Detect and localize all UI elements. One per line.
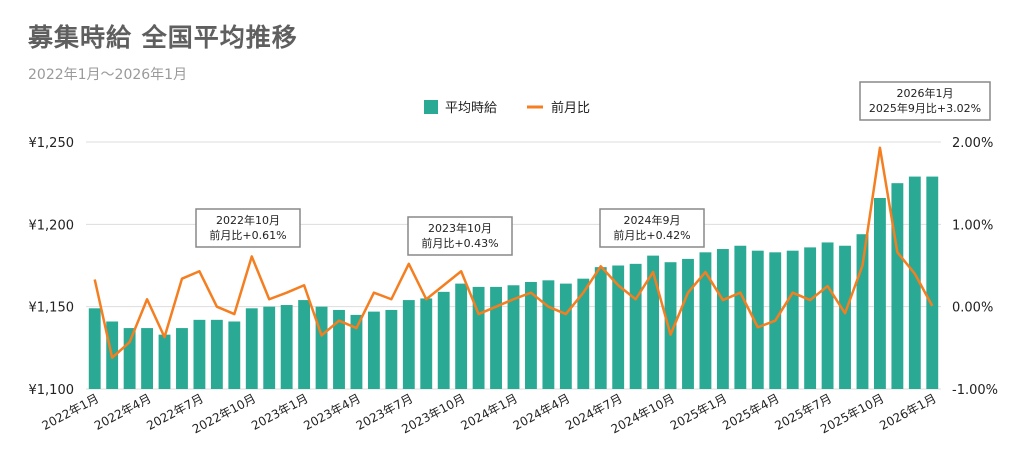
left-tick-label: ¥1,250 [29, 136, 75, 151]
x-tick-label: 2024年1月 [458, 391, 519, 433]
bar [751, 250, 764, 389]
bar [682, 258, 694, 389]
bar [664, 262, 677, 389]
bar [158, 334, 171, 389]
bar [315, 306, 328, 389]
bar [612, 265, 625, 389]
bar [647, 255, 660, 389]
annotation-box [599, 208, 705, 248]
bar [280, 305, 293, 389]
right-axis: -1.00% 0.00% 1.00% 2.00% [952, 136, 998, 398]
bar [699, 252, 712, 389]
bar [88, 308, 101, 389]
annotation-label: 前月比+0.43% [421, 236, 498, 250]
bar [228, 321, 241, 389]
chart-title: 募集時給 全国平均推移 [28, 23, 298, 52]
bar [734, 245, 747, 389]
bar [873, 197, 886, 389]
bar [193, 319, 206, 389]
right-tick-label: 2.00% [952, 136, 993, 151]
x-tick-label: 2025年4月 [720, 391, 781, 433]
left-tick-label: ¥1,150 [29, 301, 75, 316]
bar [141, 328, 154, 389]
left-tick-label: ¥1,200 [29, 218, 75, 233]
x-tick-label: 2024年4月 [511, 391, 572, 433]
bar [856, 234, 869, 389]
bar [350, 314, 363, 389]
bar [839, 245, 851, 389]
annotation-label: 2023年10月 [428, 221, 492, 235]
bar [525, 281, 537, 389]
annotation-box [407, 216, 513, 256]
right-tick-label: 1.00% [952, 218, 993, 233]
line-series [93, 146, 934, 359]
bar [333, 309, 345, 389]
x-tick-label: 2023年1月 [249, 391, 310, 433]
bar [821, 242, 834, 389]
left-tick-label: ¥1,100 [29, 383, 75, 398]
x-tick-label: 2025年1月 [668, 391, 729, 433]
x-tick-label: 2026年1月 [877, 391, 938, 433]
bar [298, 300, 311, 389]
annotation-label: 2025年9月比+3.02% [869, 101, 981, 115]
bar [490, 286, 502, 389]
right-tick-label: 0.00% [952, 301, 993, 316]
bar [926, 176, 939, 389]
bar [385, 309, 398, 389]
chart-subtitle: 2022年1月～2026年1月 [28, 67, 188, 83]
bar [472, 286, 485, 389]
annotation-box [859, 81, 991, 121]
bar [577, 278, 590, 389]
bar [559, 283, 572, 389]
bar [804, 247, 817, 389]
legend-label-line: 前月比 [551, 100, 590, 116]
annotation-label: 2024年9月 [624, 213, 681, 227]
bar [786, 250, 799, 389]
legend-label-bar: 平均時給 [445, 101, 497, 116]
left-axis: ¥1,100 ¥1,150 ¥1,200 ¥1,250 [29, 136, 75, 398]
bar [420, 298, 433, 389]
annotation-label: 前月比+0.42% [613, 228, 690, 242]
annotation-label: 2022年10月 [216, 213, 280, 227]
x-tick-label: 2022年4月 [92, 391, 153, 433]
bar [245, 308, 258, 389]
bar [507, 285, 520, 389]
bar [629, 263, 642, 389]
bar [891, 183, 904, 389]
bar [455, 283, 468, 389]
x-tick-label: 2023年4月 [301, 391, 362, 433]
right-tick-label: -1.00% [952, 383, 998, 398]
bar [176, 328, 188, 389]
bar [263, 306, 276, 389]
bar [594, 267, 607, 389]
legend: 平均時給 前月比 [424, 100, 590, 116]
annotation-box [195, 208, 301, 248]
bar [210, 319, 223, 389]
x-axis: 2022年1月2022年4月2022年7月2022年10月2023年1月2023… [40, 391, 939, 436]
annotation-label: 前月比+0.61% [209, 228, 286, 242]
bar [716, 249, 729, 389]
legend-swatch-bar [424, 100, 438, 114]
bar [402, 300, 415, 389]
bar [367, 311, 380, 389]
annotation-label: 2026年1月 [897, 86, 954, 100]
bar [437, 291, 450, 389]
bar [908, 176, 921, 389]
bar [123, 328, 136, 389]
bar [542, 280, 555, 389]
